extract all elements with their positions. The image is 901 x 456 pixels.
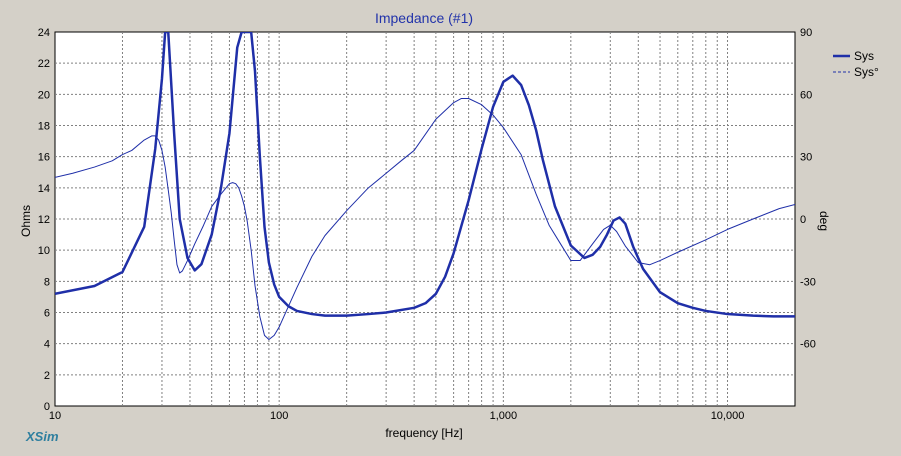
y2-axis-label: deg bbox=[817, 211, 831, 231]
y-tick-label: 8 bbox=[44, 276, 50, 288]
y-tick-label: 16 bbox=[38, 152, 50, 164]
series-lines bbox=[55, 32, 795, 341]
y2-tick-label: 60 bbox=[800, 89, 812, 101]
legend-label-sys-phase: Sys° bbox=[854, 65, 879, 79]
y-tick-label: 10 bbox=[38, 245, 50, 257]
x-tick-label: 1,000 bbox=[490, 410, 518, 422]
chart-title: Impedance (#1) bbox=[375, 10, 473, 26]
y-tick-label: 20 bbox=[38, 89, 50, 101]
series-line-sys-phase bbox=[55, 97, 795, 341]
y2-tick-label: -30 bbox=[800, 276, 816, 288]
tick-labels: 10 100 1,000 10,000024681012141618202224-60… bbox=[38, 27, 816, 422]
y2-tick-label: 30 bbox=[800, 152, 812, 164]
y2-tick-label: -60 bbox=[800, 339, 816, 351]
y2-tick-label: 0 bbox=[800, 214, 806, 226]
grid bbox=[55, 32, 795, 406]
y-tick-label: 24 bbox=[38, 27, 50, 39]
x-tick-label: 10 bbox=[49, 410, 61, 422]
app-logo: XSim bbox=[25, 429, 59, 444]
legend-label-sys: Sys bbox=[854, 49, 874, 63]
y-tick-label: 22 bbox=[38, 58, 50, 70]
y-tick-label: 6 bbox=[44, 308, 50, 320]
y2-tick-label: 90 bbox=[800, 27, 812, 39]
y-axis-label: Ohms bbox=[19, 205, 33, 237]
y-tick-label: 14 bbox=[38, 183, 50, 195]
y-tick-label: 0 bbox=[44, 401, 50, 413]
series-line-sys-impedance bbox=[55, 32, 795, 318]
x-axis-label: frequency [Hz] bbox=[385, 426, 462, 440]
x-tick-label: 10,000 bbox=[711, 410, 745, 422]
x-tick-label: 100 bbox=[270, 410, 288, 422]
y-tick-label: 12 bbox=[38, 214, 50, 226]
legend: Sys Sys° bbox=[833, 49, 879, 79]
y-tick-label: 18 bbox=[38, 121, 50, 133]
y-tick-label: 4 bbox=[44, 339, 50, 351]
y-tick-label: 2 bbox=[44, 370, 50, 382]
